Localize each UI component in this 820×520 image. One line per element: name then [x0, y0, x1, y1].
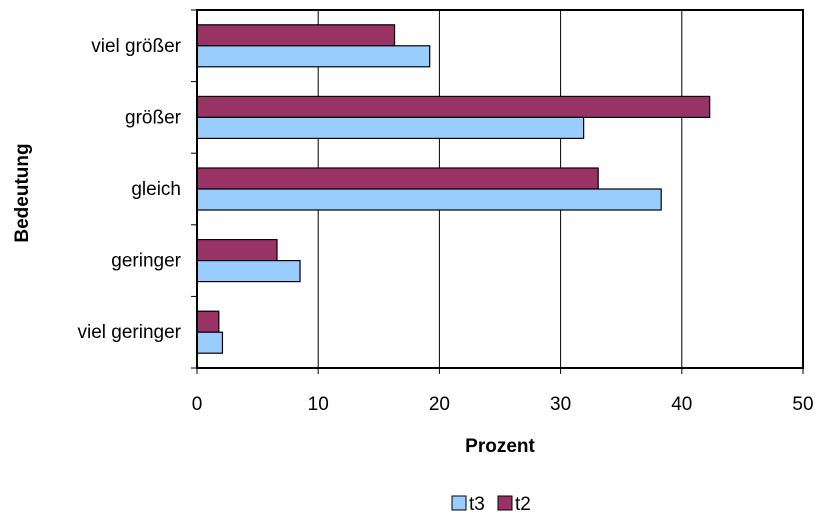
bar-t2 — [197, 96, 710, 117]
x-tick-label: 10 — [308, 394, 329, 415]
legend-swatch-t2 — [498, 496, 512, 510]
x-tick-label: 20 — [429, 394, 450, 415]
category-label: gleich — [131, 179, 181, 200]
legend-label-t2: t2 — [515, 494, 531, 515]
x-axis-title: Prozent — [465, 436, 535, 457]
bar-t3 — [197, 261, 300, 282]
x-tick-label: 50 — [792, 394, 813, 415]
bar-t3 — [197, 332, 222, 353]
bar-t3 — [197, 117, 584, 138]
bar-t3 — [197, 46, 430, 67]
category-label: geringer — [111, 251, 181, 272]
x-tick-label: 30 — [550, 394, 571, 415]
bar-t2 — [197, 25, 395, 46]
x-tick-labels: 0 10 20 30 40 50 — [192, 394, 814, 415]
bars — [197, 25, 710, 353]
bar-t3 — [197, 189, 661, 210]
bar-t2 — [197, 168, 598, 189]
legend-label-t3: t3 — [469, 494, 485, 515]
legend: t3 t2 — [452, 494, 531, 515]
bar-t2 — [197, 240, 277, 261]
x-tick-label: 40 — [671, 394, 692, 415]
bar-t2 — [197, 311, 219, 332]
y-axis-title: Bedeutung — [12, 143, 33, 242]
category-label: viel geringer — [78, 322, 182, 343]
legend-swatch-t3 — [452, 496, 466, 510]
category-labels: viel größer größer gleich geringer viel ger… — [78, 36, 182, 343]
category-label: größer — [125, 107, 182, 128]
x-tick-label: 0 — [192, 394, 203, 415]
category-label: viel größer — [91, 36, 181, 57]
